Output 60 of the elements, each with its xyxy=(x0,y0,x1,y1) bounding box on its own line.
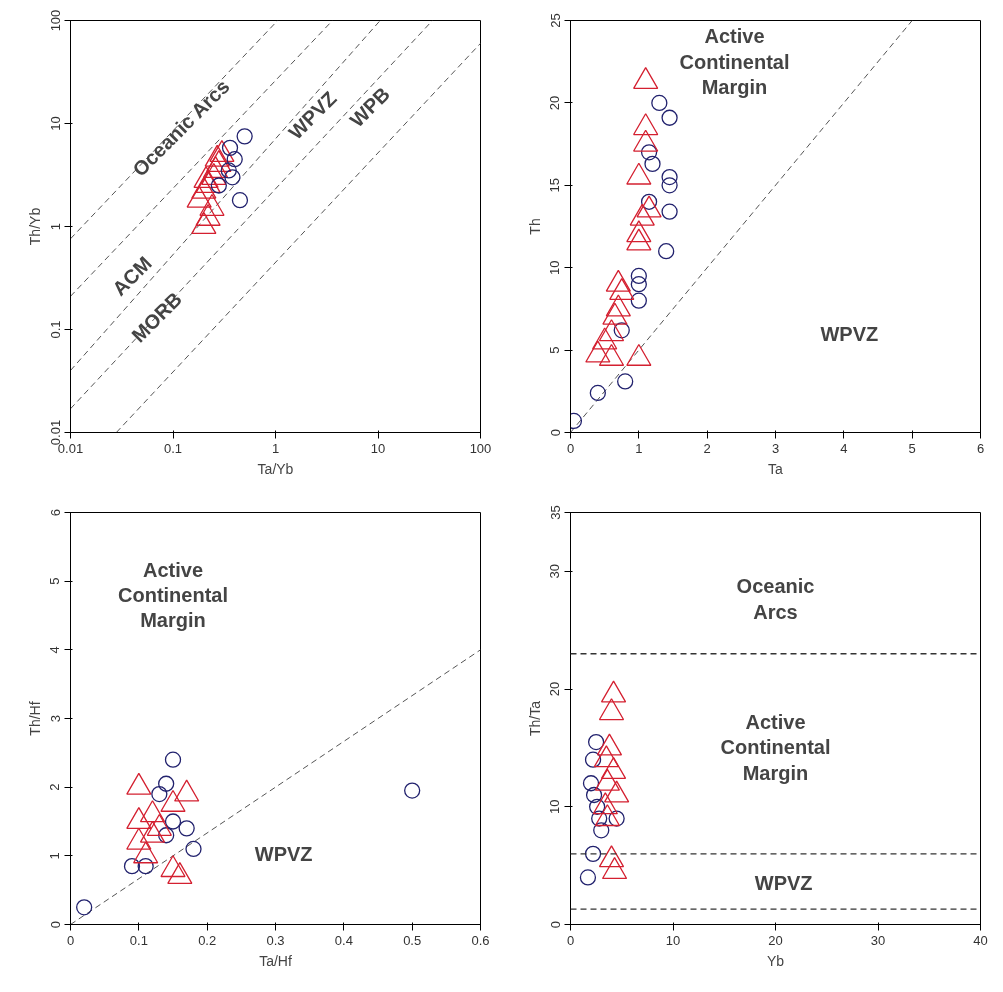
annotation: WPVZ xyxy=(254,843,313,866)
y-tick-label: 10 xyxy=(47,116,63,131)
y-tick-label: 20 xyxy=(547,95,563,111)
y-tick-label: 10 xyxy=(547,260,563,275)
y-axis-title: Th xyxy=(526,218,543,235)
x-tick-label: 0.1 xyxy=(163,440,183,456)
y-tick-label: 1 xyxy=(47,852,63,860)
x-tick-label: 0.1 xyxy=(129,932,148,948)
x-axis-title: Yb xyxy=(766,952,785,969)
y-tick-label: 5 xyxy=(47,577,63,585)
x-tick-label: 0 xyxy=(566,440,575,456)
y-tick-label: 35 xyxy=(547,505,563,520)
x-tick-label: 0.5 xyxy=(403,932,422,948)
x-tick-label: 2 xyxy=(703,440,711,456)
x-tick-label: 4 xyxy=(840,440,848,456)
y-tick-label: 0 xyxy=(547,920,563,929)
x-tick-label: 40 xyxy=(973,932,988,948)
annotation: Active Continental Margin xyxy=(679,25,790,98)
x-tick-label: 0 xyxy=(66,932,75,948)
x-axis-title: Ta/Yb xyxy=(257,460,294,477)
x-tick-label: 20 xyxy=(768,932,783,948)
y-tick-label: 15 xyxy=(547,178,563,193)
x-tick-label: 0.4 xyxy=(334,932,353,948)
x-tick-label: 10 xyxy=(665,932,681,948)
annotation: Active Continental Margin xyxy=(118,558,228,632)
y-tick-label: 25 xyxy=(547,13,563,28)
x-tick-label: 0.2 xyxy=(198,932,217,948)
y-tick-label: 4 xyxy=(47,646,63,654)
y-tick-label: 100 xyxy=(47,9,63,32)
x-tick-label: 30 xyxy=(870,932,886,948)
y-tick-label: 30 xyxy=(547,564,563,579)
y-tick-label: 3 xyxy=(47,714,63,723)
annotation: Active Continental Margin xyxy=(720,711,831,784)
y-axis-title: Th/Yb xyxy=(26,207,43,246)
x-axis-title: Ta xyxy=(768,460,784,477)
annotation: Oceanic Arcs xyxy=(736,575,815,623)
x-axis-title: Ta/Hf xyxy=(259,952,292,969)
x-tick-label: 100 xyxy=(469,440,492,456)
y-tick-label: 6 xyxy=(47,508,63,517)
annotation: WPVZ xyxy=(754,872,813,895)
y-tick-label: 1 xyxy=(47,222,63,231)
y-tick-label: 2 xyxy=(47,783,63,791)
y-tick-label: 0 xyxy=(47,920,63,929)
x-tick-label: 5 xyxy=(908,440,916,456)
y-axis-title: Th/Ta xyxy=(526,700,543,737)
y-tick-label: 5 xyxy=(547,346,563,354)
y-axis-title: Th/Hf xyxy=(26,701,43,736)
x-tick-label: 0 xyxy=(566,932,575,948)
x-tick-label: 3 xyxy=(771,440,780,456)
x-tick-label: 0.3 xyxy=(266,932,285,948)
x-tick-label: 6 xyxy=(976,440,985,456)
annotation: WPVZ xyxy=(820,322,879,345)
y-tick-label: 0 xyxy=(547,428,563,437)
x-tick-label: 1 xyxy=(635,440,643,456)
y-tick-label: 20 xyxy=(547,681,563,697)
x-tick-label: 10 xyxy=(370,440,386,456)
y-tick-label: 0.1 xyxy=(47,320,63,339)
y-tick-label: 10 xyxy=(547,799,563,815)
x-tick-label: 0.6 xyxy=(471,932,490,948)
x-tick-label: 1 xyxy=(271,440,280,456)
